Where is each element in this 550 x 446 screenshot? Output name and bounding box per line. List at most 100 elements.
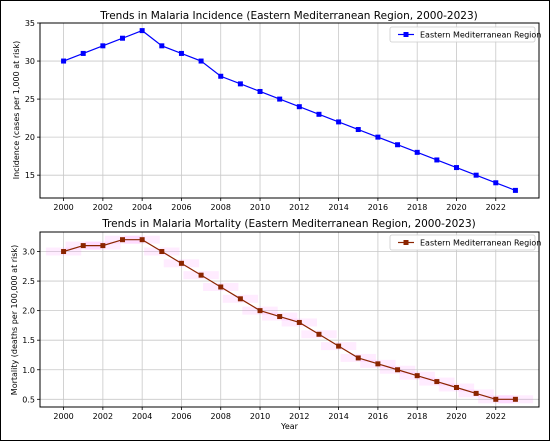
data-point — [375, 134, 381, 140]
x-tick-label: 2014 — [328, 412, 348, 421]
data-point — [512, 187, 518, 193]
plot-frame — [39, 231, 540, 408]
data-point — [277, 314, 283, 320]
x-tick-label: 2004 — [132, 203, 152, 212]
incidence-chart: Trends in Malaria Incidence (Eastern Med… — [12, 10, 541, 212]
data-point — [355, 127, 361, 133]
data-point — [120, 237, 126, 243]
legend-label: Eastern Mediterranean Region — [420, 31, 541, 40]
x-tick-label: 2006 — [171, 203, 191, 212]
series-line — [63, 29, 516, 191]
data-point — [375, 361, 381, 367]
data-point — [473, 390, 479, 396]
data-point — [198, 58, 204, 64]
x-tick-label: 2010 — [250, 412, 270, 421]
data-point — [493, 396, 499, 402]
legend-label: Eastern Mediterranean Region — [420, 239, 541, 248]
data-point — [512, 396, 518, 402]
data-point — [355, 355, 361, 361]
y-tick-label: 30 — [25, 57, 35, 66]
y-tick-label: 25 — [25, 95, 35, 104]
data-point — [336, 343, 342, 349]
data-point — [296, 104, 302, 110]
data-point — [237, 81, 243, 87]
x-tick-label: 2018 — [407, 412, 427, 421]
data-point — [395, 367, 401, 373]
x-ticks: 2000 2002 2004 2006 2008 2010 2012 2014 2016 2018… — [53, 198, 506, 212]
x-tick-label: 2022 — [486, 412, 506, 421]
data-point — [139, 237, 145, 243]
legend: Eastern Mediterranean Region — [389, 234, 541, 251]
y-tick-label: 1.5 — [22, 336, 35, 345]
data-point — [178, 50, 184, 56]
x-tick-label: 2000 — [53, 412, 73, 421]
data-point — [218, 284, 224, 290]
x-tick-label: 2016 — [368, 412, 388, 421]
legend-swatch — [398, 240, 414, 245]
x-tick-label: 2018 — [407, 203, 427, 212]
x-tick-label: 2000 — [53, 203, 73, 212]
data-point — [100, 243, 106, 249]
data-point — [61, 58, 67, 64]
data-point — [100, 43, 106, 49]
x-tick-label: 2008 — [211, 203, 231, 212]
x-tick-label: 2012 — [289, 203, 309, 212]
x-tick-label: 2002 — [93, 203, 113, 212]
data-point — [178, 260, 184, 266]
data-point — [296, 319, 302, 325]
y-tick-label: 0.5 — [22, 395, 35, 404]
x-tick-label: 2010 — [250, 203, 270, 212]
data-point — [453, 384, 459, 390]
x-tick-label: 2008 — [211, 412, 231, 421]
x-tick-label: 2022 — [486, 203, 506, 212]
x-tick-label: 2014 — [328, 203, 348, 212]
x-tick-label: 2002 — [93, 412, 113, 421]
x-ticks: 2000 2002 2004 2006 2008 2010 2012 2014 2016 2018… — [53, 407, 506, 421]
data-point — [434, 157, 440, 163]
data-point — [316, 111, 322, 117]
x-tick-label: 2016 — [368, 203, 388, 212]
data-point — [414, 149, 420, 155]
y-tick-label: 35 — [25, 19, 35, 28]
data-point — [218, 73, 224, 79]
data-point — [395, 142, 401, 148]
legend-swatch — [398, 32, 414, 37]
x-tick-label: 2012 — [289, 412, 309, 421]
y-tick-label: 15 — [25, 171, 35, 180]
y-ticks: 0.5 1.0 1.5 2.0 2.5 3.0 — [22, 248, 40, 404]
y-ticks: 15 20 25 30 35 — [25, 19, 40, 180]
data-point — [159, 249, 165, 255]
y-tick-label: 2.5 — [22, 277, 35, 286]
data-point — [316, 331, 322, 337]
x-tick-label: 2004 — [132, 412, 152, 421]
legend: Eastern Mediterranean Region — [389, 26, 541, 43]
plot-frame — [39, 22, 540, 199]
legend-box — [389, 234, 536, 251]
data-point — [414, 373, 420, 379]
data-point — [453, 165, 459, 171]
data-point — [277, 96, 283, 102]
data-point — [139, 28, 145, 34]
data-point — [336, 119, 342, 125]
legend-marker — [403, 32, 409, 37]
y-tick-label: 1.0 — [22, 366, 35, 375]
data-point — [159, 43, 165, 49]
y-tick-label: 2.0 — [22, 307, 35, 316]
chart-title: Trends in Malaria Incidence (Eastern Med… — [99, 10, 478, 22]
x-axis-label: Year — [280, 422, 299, 431]
series — [61, 237, 518, 402]
data-point — [434, 379, 440, 385]
data-point — [257, 88, 263, 94]
chart-title: Trends in Malaria Mortality (Eastern Med… — [101, 218, 476, 230]
y-axis-label: Incidence (cases per 1,000 at risk) — [12, 41, 21, 180]
data-point — [257, 308, 263, 314]
legend-box — [389, 26, 536, 43]
y-tick-label: 20 — [25, 133, 35, 142]
data-point — [61, 249, 67, 255]
data-point — [80, 243, 86, 249]
data-point — [237, 296, 243, 302]
x-tick-label: 2006 — [171, 412, 191, 421]
